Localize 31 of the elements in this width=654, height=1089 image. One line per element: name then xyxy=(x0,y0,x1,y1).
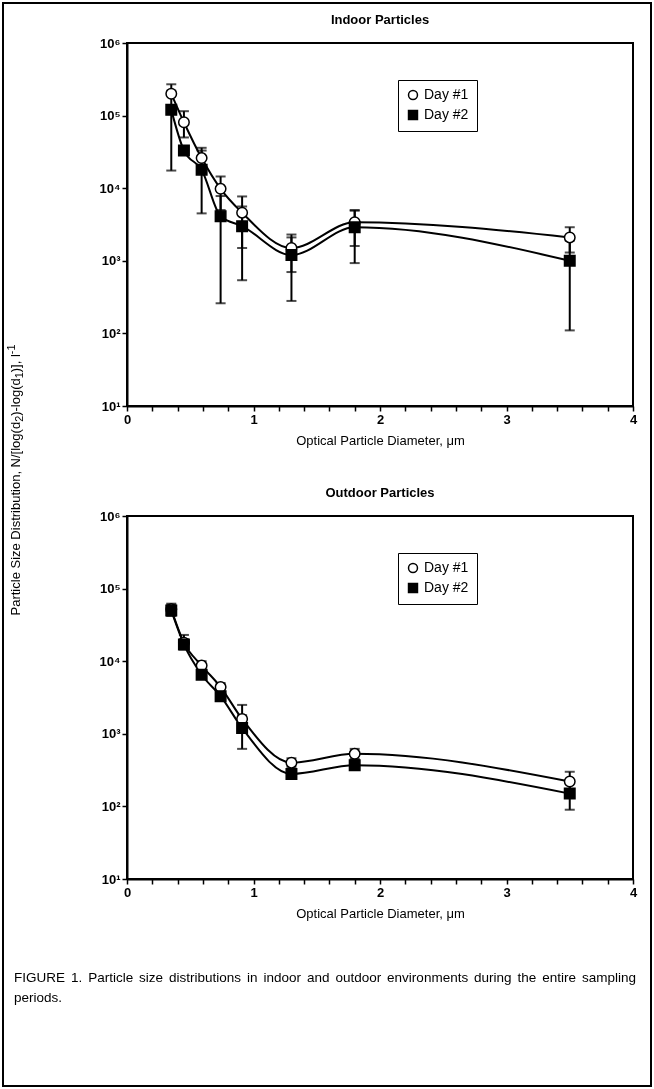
legend-label: Day #2 xyxy=(424,106,469,122)
x-tick-label: 2 xyxy=(376,411,385,427)
y-tick-label: 10¹ xyxy=(101,398,121,414)
x-tick-label: 0 xyxy=(123,884,132,900)
y-tick-label: 10⁴ xyxy=(99,180,121,196)
x-tick-label: 0 xyxy=(123,411,132,427)
x-axis-title: Optical Particle Diameter, μm xyxy=(296,905,465,921)
y-tick-label: 10² xyxy=(101,325,122,341)
x-tick-label: 1 xyxy=(250,884,258,900)
y-tick-label: 10¹ xyxy=(101,871,121,887)
legend-label: Day #2 xyxy=(424,579,469,595)
legend-label: Day #1 xyxy=(424,86,469,102)
x-axis-title: Optical Particle Diameter, μm xyxy=(296,432,465,448)
y-tick-label: 10³ xyxy=(101,726,122,742)
y-tick-label: 10⁶ xyxy=(100,508,121,524)
chart-title: Outdoor Particles xyxy=(325,485,435,500)
chart-title: Indoor Particles xyxy=(330,12,430,27)
x-tick-label: 2 xyxy=(376,884,385,900)
y-tick-label: 10⁵ xyxy=(99,581,121,597)
x-tick-label: 1 xyxy=(250,411,258,427)
y-tick-label: 10⁶ xyxy=(100,35,121,51)
y-tick-label: 10³ xyxy=(101,253,122,269)
caption: FIGURE 1. Particle size distributions in indoor and outdoor environments during the entire sampling periods. xyxy=(14,969,636,1007)
x-tick-label: 4 xyxy=(629,884,638,900)
y-tick-label: 10⁴ xyxy=(99,653,121,669)
x-tick-label: 3 xyxy=(503,411,511,427)
x-tick-label: 3 xyxy=(503,884,511,900)
y-tick-label: 10⁵ xyxy=(99,108,121,124)
x-tick-label: 4 xyxy=(629,411,638,427)
y-tick-label: 10² xyxy=(101,798,122,814)
legend-label: Day #1 xyxy=(424,559,469,575)
